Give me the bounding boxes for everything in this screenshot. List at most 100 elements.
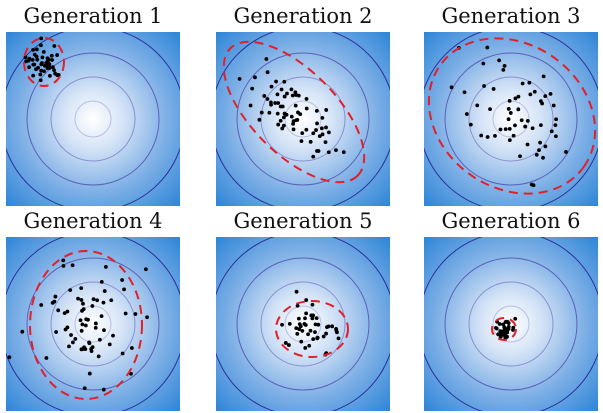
sample-point xyxy=(120,351,125,356)
sample-point xyxy=(283,341,288,345)
sample-point xyxy=(506,107,511,111)
sample-point xyxy=(300,131,305,136)
sample-point xyxy=(295,331,300,336)
sample-point xyxy=(310,302,315,307)
sample-point xyxy=(276,122,281,127)
sample-point xyxy=(294,289,299,294)
sample-point xyxy=(30,57,35,62)
panel-background xyxy=(6,32,180,206)
confidence-ellipse xyxy=(29,250,143,400)
sample-point xyxy=(56,72,61,77)
contour xyxy=(444,257,578,391)
sample-point xyxy=(86,317,90,322)
sample-point xyxy=(491,87,496,91)
panel-background xyxy=(424,32,598,206)
sample-point xyxy=(527,80,532,85)
sample-point xyxy=(129,371,133,376)
sample-point xyxy=(554,117,559,122)
sample-point xyxy=(513,96,518,101)
sample-point xyxy=(276,101,281,105)
sample-point xyxy=(133,312,138,316)
sample-point xyxy=(497,58,502,63)
sample-point xyxy=(50,65,55,70)
sample-point xyxy=(319,126,324,131)
sample-point xyxy=(237,76,242,81)
sample-point xyxy=(507,126,512,131)
sample-point xyxy=(257,117,262,122)
panel-title: Generation 2 xyxy=(233,4,372,28)
sample-point xyxy=(55,53,60,57)
sample-point xyxy=(293,103,298,108)
sample-point xyxy=(330,324,335,329)
sample-point xyxy=(281,123,286,128)
sample-point xyxy=(35,57,40,62)
sample-point xyxy=(264,57,269,61)
sample-point xyxy=(87,371,92,376)
sample-point xyxy=(501,67,506,72)
sample-point xyxy=(42,63,47,68)
sample-point xyxy=(551,103,556,108)
sample-point xyxy=(497,322,502,326)
sample-point xyxy=(498,127,503,132)
sample-point xyxy=(144,267,148,272)
sample-point xyxy=(303,346,308,350)
sample-point xyxy=(280,322,284,327)
contour xyxy=(468,76,554,162)
contour xyxy=(260,281,346,367)
sample-point xyxy=(499,331,504,335)
sample-point xyxy=(306,332,310,337)
sample-point xyxy=(99,314,104,319)
sample-point xyxy=(513,316,518,321)
sample-point xyxy=(289,87,294,92)
sample-point xyxy=(109,298,114,303)
contour xyxy=(468,281,554,367)
sample-point xyxy=(462,90,467,95)
sample-point xyxy=(516,107,521,112)
sample-point xyxy=(49,53,54,58)
sample-point xyxy=(314,316,319,321)
sample-point xyxy=(82,386,87,391)
sample-point xyxy=(91,297,96,302)
panel xyxy=(216,237,390,411)
sample-point xyxy=(464,112,469,116)
sample-point xyxy=(31,62,36,67)
sample-point xyxy=(67,344,71,349)
sample-point xyxy=(289,114,294,119)
sample-point xyxy=(294,118,299,123)
sample-point xyxy=(485,45,490,50)
sample-point xyxy=(62,311,67,316)
sample-point xyxy=(314,128,318,132)
sample-point xyxy=(145,315,149,320)
sample-point xyxy=(39,303,44,307)
sample-point xyxy=(481,61,486,66)
sample-point xyxy=(265,97,270,101)
sample-point xyxy=(23,55,28,60)
sample-point xyxy=(543,94,548,99)
sample-point xyxy=(297,322,302,326)
sample-point xyxy=(504,319,509,324)
sample-point xyxy=(47,62,52,67)
sample-point xyxy=(304,97,309,101)
sample-point xyxy=(523,124,528,129)
sample-point xyxy=(325,325,329,329)
sample-point xyxy=(93,321,98,326)
sample-point xyxy=(273,101,278,105)
sample-point xyxy=(79,347,84,352)
sample-point xyxy=(285,91,289,96)
sample-point xyxy=(341,150,346,155)
sample-point xyxy=(304,298,309,302)
panel xyxy=(216,32,390,206)
sample-point xyxy=(7,355,12,360)
sample-point xyxy=(120,278,125,282)
sample-point xyxy=(89,347,94,351)
sample-point xyxy=(326,130,331,135)
sample-point xyxy=(111,333,115,338)
sample-point xyxy=(250,86,255,91)
sample-point xyxy=(506,117,511,122)
sample-point xyxy=(42,69,46,74)
sample-point xyxy=(507,98,512,103)
sample-point xyxy=(61,258,66,263)
sample-point xyxy=(323,140,328,145)
sample-point xyxy=(482,84,486,88)
